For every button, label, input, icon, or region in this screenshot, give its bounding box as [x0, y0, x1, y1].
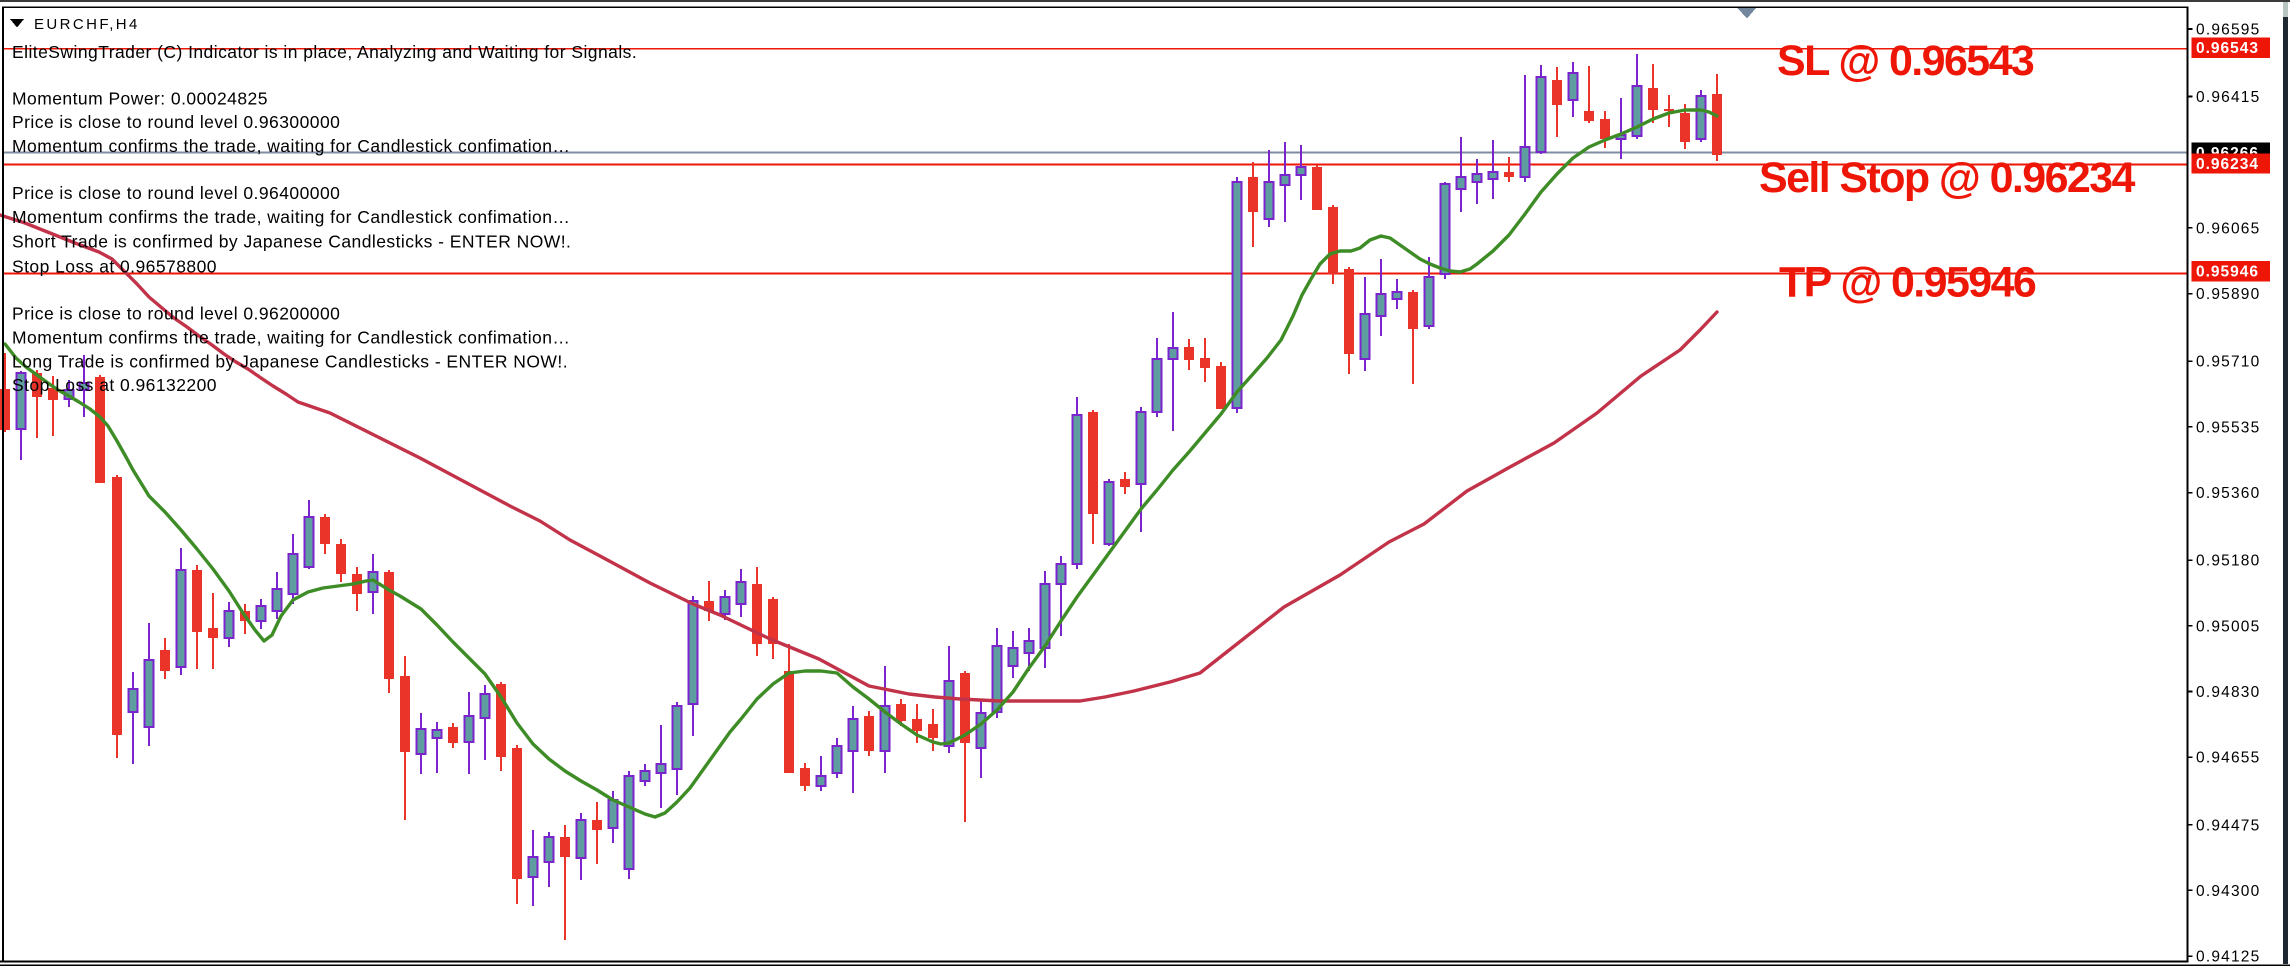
svg-text:0.96065: 0.96065 [2196, 220, 2260, 237]
svg-text:Long Trade is confirmed by Jap: Long Trade is confirmed by Japanese Cand… [12, 351, 568, 371]
svg-text:Momentum confirms the trade, w: Momentum confirms the trade, waiting for… [12, 328, 570, 348]
svg-text:Price is close to round level: Price is close to round level 0.96300000 [12, 112, 340, 132]
svg-text:0.95005: 0.95005 [2196, 618, 2260, 635]
svg-text:0.95535: 0.95535 [2196, 419, 2260, 436]
svg-text:SL @ 0.96543: SL @ 0.96543 [1777, 37, 2034, 85]
svg-text:0.94475: 0.94475 [2196, 817, 2260, 834]
svg-text:0.95180: 0.95180 [2196, 553, 2260, 570]
svg-text:TP @ 0.95946: TP @ 0.95946 [1779, 259, 2036, 307]
svg-text:Short Trade is confirmed by Ja: Short Trade is confirmed by Japanese Can… [12, 232, 571, 252]
svg-text:Momentum confirms the trade, w: Momentum confirms the trade, waiting for… [12, 136, 570, 156]
svg-text:0.95360: 0.95360 [2196, 485, 2260, 502]
svg-text:Momentum Power: 0.00024825: Momentum Power: 0.00024825 [12, 88, 268, 108]
svg-text:0.96415: 0.96415 [2196, 89, 2260, 106]
svg-text:0.94125: 0.94125 [2196, 949, 2260, 966]
svg-text:Price is close to round level: Price is close to round level 0.96400000 [12, 183, 340, 203]
svg-text:Momentum confirms the trade, w: Momentum confirms the trade, waiting for… [12, 207, 570, 227]
svg-text:0.94830: 0.94830 [2196, 684, 2260, 701]
svg-text:Stop Loss at 0.96578800: Stop Loss at 0.96578800 [12, 256, 217, 276]
svg-text:Sell Stop @ 0.96234: Sell Stop @ 0.96234 [1759, 154, 2136, 202]
svg-text:0.95710: 0.95710 [2196, 354, 2260, 371]
svg-text:0.95946: 0.95946 [2196, 264, 2259, 281]
svg-text:EURCHF,H4: EURCHF,H4 [34, 16, 140, 33]
svg-text:0.94655: 0.94655 [2196, 750, 2260, 767]
svg-text:0.96234: 0.96234 [2196, 156, 2259, 173]
svg-text:Price is close to round level: Price is close to round level 0.96200000 [12, 304, 340, 324]
svg-text:0.95890: 0.95890 [2196, 286, 2260, 303]
svg-text:0.96595: 0.96595 [2196, 22, 2260, 39]
svg-text:Stop Loss at 0.96132200: Stop Loss at 0.96132200 [12, 375, 217, 395]
svg-text:0.94300: 0.94300 [2196, 883, 2260, 900]
svg-text:EliteSwingTrader (C) Indicator: EliteSwingTrader (C) Indicator is in pla… [12, 42, 637, 62]
svg-text:0.96543: 0.96543 [2196, 40, 2259, 57]
